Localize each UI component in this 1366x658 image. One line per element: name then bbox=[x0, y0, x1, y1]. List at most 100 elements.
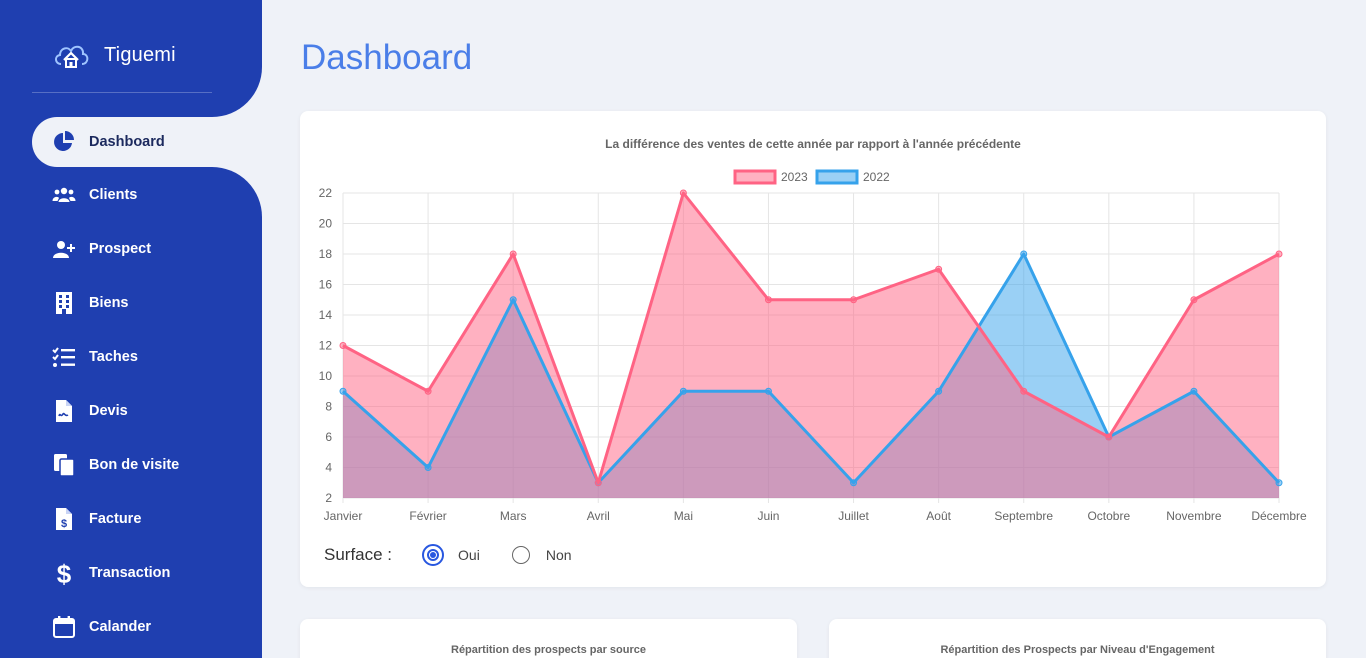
sidebar-item-label: Dashboard bbox=[89, 134, 165, 150]
sidebar-item-label: Facture bbox=[89, 511, 142, 527]
y-tick-label: 10 bbox=[319, 369, 333, 383]
sidebar-item-label: Calander bbox=[89, 619, 152, 635]
card-title: Répartition des prospects par source bbox=[451, 644, 646, 656]
series-line-2022 bbox=[341, 252, 1281, 485]
y-tick-label: 8 bbox=[325, 400, 332, 414]
data-point-2023 bbox=[1275, 250, 1283, 258]
x-tick-label: Novembre bbox=[1166, 509, 1222, 523]
data-point-2022 bbox=[1275, 479, 1283, 487]
x-tick-label: Août bbox=[926, 509, 951, 523]
data-point-2022 bbox=[764, 387, 772, 395]
data-point-2022 bbox=[509, 296, 517, 304]
surface-toggle: Surface : Oui Non bbox=[324, 544, 604, 566]
dollar-icon: $ bbox=[52, 561, 76, 585]
x-tick-label: Avril bbox=[587, 509, 610, 523]
brand[interactable]: Tiguemi bbox=[52, 38, 176, 72]
sidebar-item-clients[interactable]: Clients bbox=[32, 170, 262, 220]
y-tick-label: 16 bbox=[319, 278, 333, 292]
calendar-icon bbox=[52, 615, 76, 639]
invoice-dollar-icon: $ bbox=[52, 507, 76, 531]
surface-radio-oui[interactable]: Oui bbox=[422, 544, 480, 566]
sidebar-item-label: Biens bbox=[89, 295, 129, 311]
task-list-icon bbox=[52, 345, 76, 369]
radio-circle[interactable] bbox=[422, 544, 445, 566]
data-point-2023 bbox=[339, 342, 347, 349]
data-point-2023 bbox=[1105, 433, 1113, 441]
svg-text:$: $ bbox=[61, 518, 67, 530]
series-line-2023 bbox=[342, 191, 1280, 485]
sidebar-item-dashboard[interactable]: Dashboard bbox=[32, 117, 262, 167]
svg-text:$: $ bbox=[57, 561, 72, 585]
y-tick-label: 14 bbox=[319, 308, 333, 322]
sales-chart-card: La différence des ventes de cette année … bbox=[300, 111, 1326, 587]
sidebar-item-bon-de-visite[interactable]: Bon de visite bbox=[32, 440, 262, 490]
users-icon bbox=[52, 183, 76, 207]
legend-label: 2022 bbox=[863, 170, 890, 184]
legend-label: 2023 bbox=[781, 170, 808, 184]
data-point-2023 bbox=[1190, 296, 1198, 304]
sidebar-item-transaction[interactable]: $ Transaction bbox=[32, 548, 262, 598]
sidebar: Tiguemi Dashboard Clients Prospect Biens… bbox=[0, 0, 262, 658]
card-title: Répartition des Prospects par Niveau d'E… bbox=[940, 644, 1215, 656]
x-tick-label: Mars bbox=[500, 509, 527, 523]
legend-swatch bbox=[733, 169, 777, 185]
data-point-2022 bbox=[935, 387, 943, 395]
sidebar-item-label: Prospect bbox=[89, 241, 152, 257]
sidebar-item-calander[interactable]: Calander bbox=[32, 602, 262, 652]
surface-radio-non[interactable]: Non bbox=[511, 546, 572, 564]
x-tick-label: Octobre bbox=[1087, 509, 1130, 523]
data-point-2022 bbox=[1190, 387, 1198, 395]
x-tick-label: Juillet bbox=[838, 509, 869, 523]
series-area-2023 bbox=[343, 193, 1279, 498]
data-point-2022 bbox=[339, 387, 347, 395]
page-title: Dashboard bbox=[301, 38, 473, 77]
data-point-2022 bbox=[424, 464, 432, 471]
x-tick-label: Mai bbox=[674, 509, 693, 523]
x-tick-label: Décembre bbox=[1251, 509, 1307, 523]
pie-chart-icon bbox=[52, 130, 76, 154]
prospect-source-card: Répartition des prospects par source bbox=[300, 619, 797, 658]
surface-label: Surface : bbox=[324, 545, 393, 564]
sidebar-item-biens[interactable]: Biens bbox=[32, 278, 262, 328]
data-point-2023 bbox=[424, 387, 432, 395]
sidebar-item-taches[interactable]: Taches bbox=[32, 332, 262, 382]
copy-files-icon bbox=[52, 453, 76, 477]
sidebar-item-label: Taches bbox=[89, 349, 138, 365]
y-tick-label: 18 bbox=[319, 247, 333, 261]
data-point-2023 bbox=[679, 189, 687, 197]
y-tick-label: 22 bbox=[319, 186, 333, 200]
legend-swatch bbox=[815, 169, 859, 185]
sidebar-item-label: Clients bbox=[89, 187, 138, 203]
x-tick-label: Juin bbox=[757, 509, 779, 523]
sales-area-chart: La différence des ventes de cette année … bbox=[319, 137, 1307, 523]
active-curve-top bbox=[212, 67, 262, 117]
brand-name: Tiguemi bbox=[104, 43, 176, 66]
data-point-2023 bbox=[850, 296, 858, 304]
radio-label: Oui bbox=[458, 547, 480, 563]
active-curve-bottom bbox=[212, 167, 262, 217]
cloud-house-logo-icon bbox=[55, 45, 89, 68]
data-point-2023 bbox=[1020, 387, 1028, 395]
radio-label: Non bbox=[545, 547, 572, 563]
x-tick-label: Janvier bbox=[324, 509, 363, 523]
data-point-2023 bbox=[935, 265, 943, 273]
sidebar-item-label: Transaction bbox=[89, 565, 171, 581]
radio-circle[interactable] bbox=[511, 546, 530, 564]
data-point-2023 bbox=[594, 479, 602, 487]
data-point-2022 bbox=[679, 387, 687, 395]
sidebar-item-prospect[interactable]: Prospect bbox=[32, 224, 262, 274]
sidebar-item-label: Bon de visite bbox=[89, 457, 180, 473]
prospect-engagement-card: Répartition des Prospects par Niveau d'E… bbox=[829, 619, 1326, 658]
data-point-2023 bbox=[764, 296, 772, 304]
y-tick-label: 20 bbox=[319, 217, 333, 231]
y-tick-label: 4 bbox=[325, 461, 332, 475]
data-point-2022 bbox=[850, 479, 858, 487]
sidebar-item-facture[interactable]: $ Facture bbox=[32, 494, 262, 544]
sidebar-item-devis[interactable]: Devis bbox=[32, 386, 262, 436]
sidebar-divider bbox=[32, 92, 242, 93]
x-tick-label: Septembre bbox=[994, 509, 1053, 523]
x-tick-label: Février bbox=[409, 509, 446, 523]
y-tick-label: 6 bbox=[325, 430, 332, 444]
building-icon bbox=[52, 291, 76, 315]
sidebar-item-label: Devis bbox=[89, 403, 128, 419]
